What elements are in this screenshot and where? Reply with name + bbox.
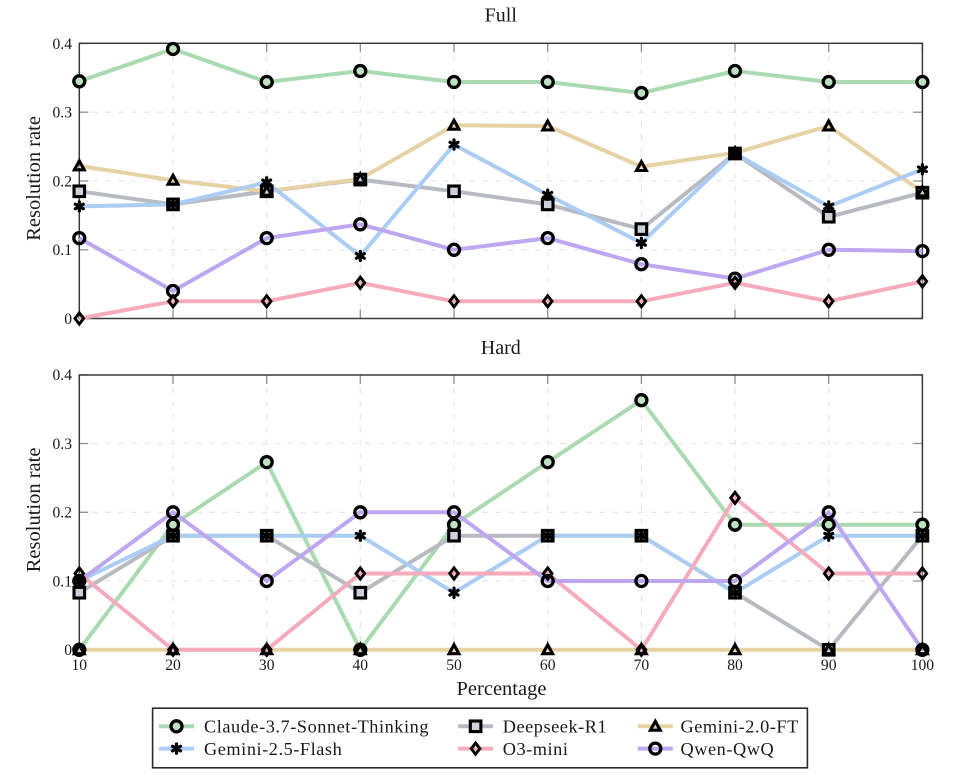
svg-text:Resolution rate: Resolution rate xyxy=(23,448,45,573)
svg-text:Resolution rate: Resolution rate xyxy=(23,116,45,241)
svg-text:0.3: 0.3 xyxy=(53,436,73,453)
svg-text:100: 100 xyxy=(911,657,935,674)
svg-text:Qwen-QwQ: Qwen-QwQ xyxy=(681,739,775,759)
svg-text:Full: Full xyxy=(485,5,518,27)
svg-text:40: 40 xyxy=(353,657,369,674)
svg-text:Claude-3.7-Sonnet-Thinking: Claude-3.7-Sonnet-Thinking xyxy=(204,717,429,737)
svg-text:0.4: 0.4 xyxy=(53,367,73,384)
svg-text:0.3: 0.3 xyxy=(53,105,73,122)
svg-text:0.2: 0.2 xyxy=(53,505,73,522)
svg-text:90: 90 xyxy=(821,657,837,674)
svg-text:80: 80 xyxy=(727,657,743,674)
svg-text:Percentage: Percentage xyxy=(457,678,547,700)
svg-text:20: 20 xyxy=(165,657,181,674)
svg-text:0.4: 0.4 xyxy=(53,36,73,53)
svg-text:Hard: Hard xyxy=(481,337,521,359)
svg-text:0.2: 0.2 xyxy=(53,173,73,190)
svg-text:0: 0 xyxy=(64,642,72,659)
svg-text:Deepseek-R1: Deepseek-R1 xyxy=(503,717,608,737)
svg-text:O3-mini: O3-mini xyxy=(503,739,569,759)
svg-text:60: 60 xyxy=(540,657,556,674)
svg-text:50: 50 xyxy=(446,657,462,674)
svg-text:10: 10 xyxy=(72,657,88,674)
svg-text:30: 30 xyxy=(259,657,275,674)
svg-text:0.1: 0.1 xyxy=(53,242,73,259)
svg-text:70: 70 xyxy=(634,657,650,674)
svg-text:Gemini-2.0-FT: Gemini-2.0-FT xyxy=(681,717,799,737)
svg-text:0: 0 xyxy=(64,311,72,328)
svg-text:0.1: 0.1 xyxy=(53,573,73,590)
svg-text:Gemini-2.5-Flash: Gemini-2.5-Flash xyxy=(204,739,342,759)
